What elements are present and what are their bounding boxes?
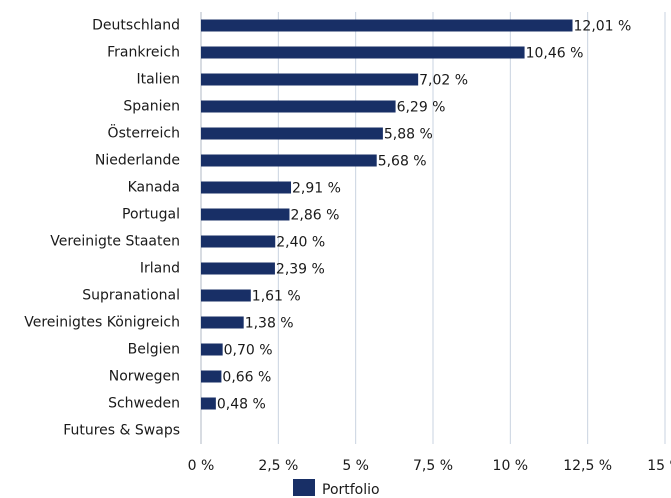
- bar: [201, 316, 244, 329]
- y-tick-label: Spanien: [123, 99, 180, 115]
- bar: [201, 343, 223, 356]
- bar: [201, 181, 292, 194]
- legend-swatch: [293, 479, 315, 496]
- x-tick-label: 2,5 %: [258, 458, 298, 474]
- bar: [201, 397, 216, 410]
- y-tick-label: Futures & Swaps: [63, 423, 180, 439]
- data-label: 0,70 %: [224, 343, 273, 359]
- data-label: 2,39 %: [276, 262, 325, 278]
- data-label: 0,66 %: [222, 370, 271, 386]
- y-tick-label: Vereinigte Staaten: [50, 234, 180, 250]
- bar: [201, 289, 251, 302]
- y-tick-label: Österreich: [108, 124, 180, 142]
- y-tick-label: Frankreich: [107, 45, 180, 61]
- y-tick-label: Norwegen: [109, 369, 180, 385]
- bar: [201, 262, 275, 275]
- data-label: 2,91 %: [292, 181, 341, 197]
- y-tick-label: Schweden: [108, 396, 180, 412]
- bar: [201, 235, 276, 248]
- y-tick-label: Kanada: [128, 180, 180, 196]
- x-tick-label: 15 %: [647, 458, 671, 474]
- x-tick-label: 12,5 %: [563, 458, 612, 474]
- y-tick-label: Belgien: [128, 342, 180, 358]
- y-tick-label: Italien: [137, 72, 180, 88]
- bar: [201, 19, 573, 32]
- x-tick-label: 5 %: [342, 458, 369, 474]
- y-tick-label: Supranational: [82, 288, 180, 304]
- data-label: 1,38 %: [245, 316, 294, 332]
- data-label: 2,40 %: [276, 235, 325, 251]
- data-label: 5,68 %: [378, 154, 427, 170]
- bar: [201, 127, 383, 140]
- legend-label: Portfolio: [322, 482, 380, 498]
- x-tick-label: 7,5 %: [413, 458, 453, 474]
- data-label: 2,86 %: [290, 208, 339, 224]
- bar: [201, 370, 222, 383]
- data-label: 1,61 %: [252, 289, 301, 305]
- y-tick-label: Irland: [140, 261, 180, 277]
- x-tick-label: 10 %: [493, 458, 529, 474]
- y-tick-label: Portugal: [122, 207, 180, 223]
- bar: [201, 154, 377, 167]
- y-tick-label: Deutschland: [92, 18, 180, 34]
- y-tick-label: Niederlande: [95, 153, 180, 169]
- bar: [201, 46, 525, 59]
- data-label: 12,01 %: [574, 19, 632, 35]
- data-label: 0,48 %: [217, 397, 266, 413]
- data-label: 6,29 %: [397, 100, 446, 116]
- bar: [201, 208, 290, 221]
- y-tick-label: Vereinigtes Königreich: [24, 315, 180, 331]
- bar: [201, 100, 396, 113]
- data-label: 7,02 %: [419, 73, 468, 89]
- bar: [201, 73, 419, 86]
- data-label: 10,46 %: [526, 46, 584, 62]
- x-tick-label: 0 %: [188, 458, 215, 474]
- data-label: 5,88 %: [384, 127, 433, 143]
